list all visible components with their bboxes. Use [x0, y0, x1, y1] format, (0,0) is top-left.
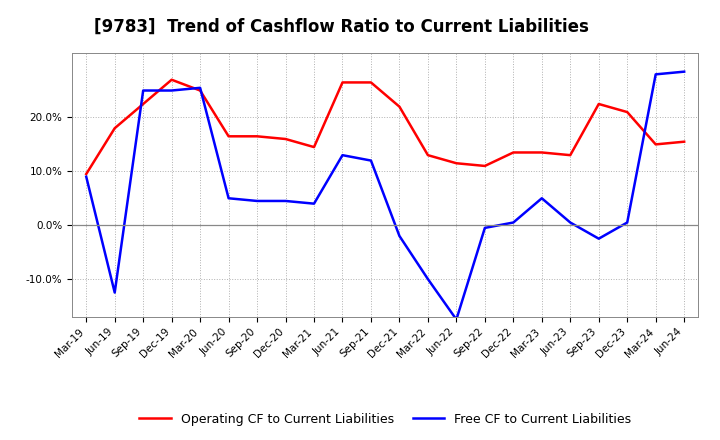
Operating CF to Current Liabilities	[566, 153, 575, 158]
Free CF to Current Liabilities	[480, 225, 489, 231]
Operating CF to Current Liabilities	[480, 163, 489, 169]
Operating CF to Current Liabilities	[253, 134, 261, 139]
Operating CF to Current Liabilities	[595, 101, 603, 106]
Free CF to Current Liabilities	[537, 196, 546, 201]
Operating CF to Current Liabilities	[680, 139, 688, 144]
Operating CF to Current Liabilities	[225, 134, 233, 139]
Operating CF to Current Liabilities	[310, 144, 318, 150]
Text: [9783]  Trend of Cashflow Ratio to Current Liabilities: [9783] Trend of Cashflow Ratio to Curren…	[94, 18, 588, 36]
Operating CF to Current Liabilities	[423, 153, 432, 158]
Free CF to Current Liabilities	[366, 158, 375, 163]
Free CF to Current Liabilities	[680, 69, 688, 74]
Operating CF to Current Liabilities	[652, 142, 660, 147]
Free CF to Current Liabilities	[566, 220, 575, 225]
Free CF to Current Liabilities	[110, 290, 119, 295]
Operating CF to Current Liabilities	[366, 80, 375, 85]
Operating CF to Current Liabilities	[167, 77, 176, 82]
Operating CF to Current Liabilities	[509, 150, 518, 155]
Free CF to Current Liabilities	[82, 174, 91, 180]
Free CF to Current Liabilities	[452, 317, 461, 322]
Free CF to Current Liabilities	[338, 153, 347, 158]
Operating CF to Current Liabilities	[196, 88, 204, 93]
Free CF to Current Liabilities	[196, 85, 204, 91]
Operating CF to Current Liabilities	[338, 80, 347, 85]
Free CF to Current Liabilities	[623, 220, 631, 225]
Free CF to Current Liabilities	[310, 201, 318, 206]
Free CF to Current Liabilities	[595, 236, 603, 241]
Free CF to Current Liabilities	[395, 233, 404, 238]
Free CF to Current Liabilities	[167, 88, 176, 93]
Operating CF to Current Liabilities	[139, 101, 148, 106]
Free CF to Current Liabilities	[423, 276, 432, 282]
Operating CF to Current Liabilities	[282, 136, 290, 142]
Free CF to Current Liabilities	[225, 196, 233, 201]
Free CF to Current Liabilities	[509, 220, 518, 225]
Free CF to Current Liabilities	[652, 72, 660, 77]
Operating CF to Current Liabilities	[452, 161, 461, 166]
Operating CF to Current Liabilities	[395, 104, 404, 109]
Line: Operating CF to Current Liabilities: Operating CF to Current Liabilities	[86, 80, 684, 174]
Free CF to Current Liabilities	[282, 198, 290, 204]
Operating CF to Current Liabilities	[623, 110, 631, 115]
Legend: Operating CF to Current Liabilities, Free CF to Current Liabilities: Operating CF to Current Liabilities, Fre…	[135, 407, 636, 430]
Free CF to Current Liabilities	[139, 88, 148, 93]
Free CF to Current Liabilities	[253, 198, 261, 204]
Operating CF to Current Liabilities	[537, 150, 546, 155]
Line: Free CF to Current Liabilities: Free CF to Current Liabilities	[86, 72, 684, 319]
Operating CF to Current Liabilities	[110, 125, 119, 131]
Operating CF to Current Liabilities	[82, 172, 91, 177]
